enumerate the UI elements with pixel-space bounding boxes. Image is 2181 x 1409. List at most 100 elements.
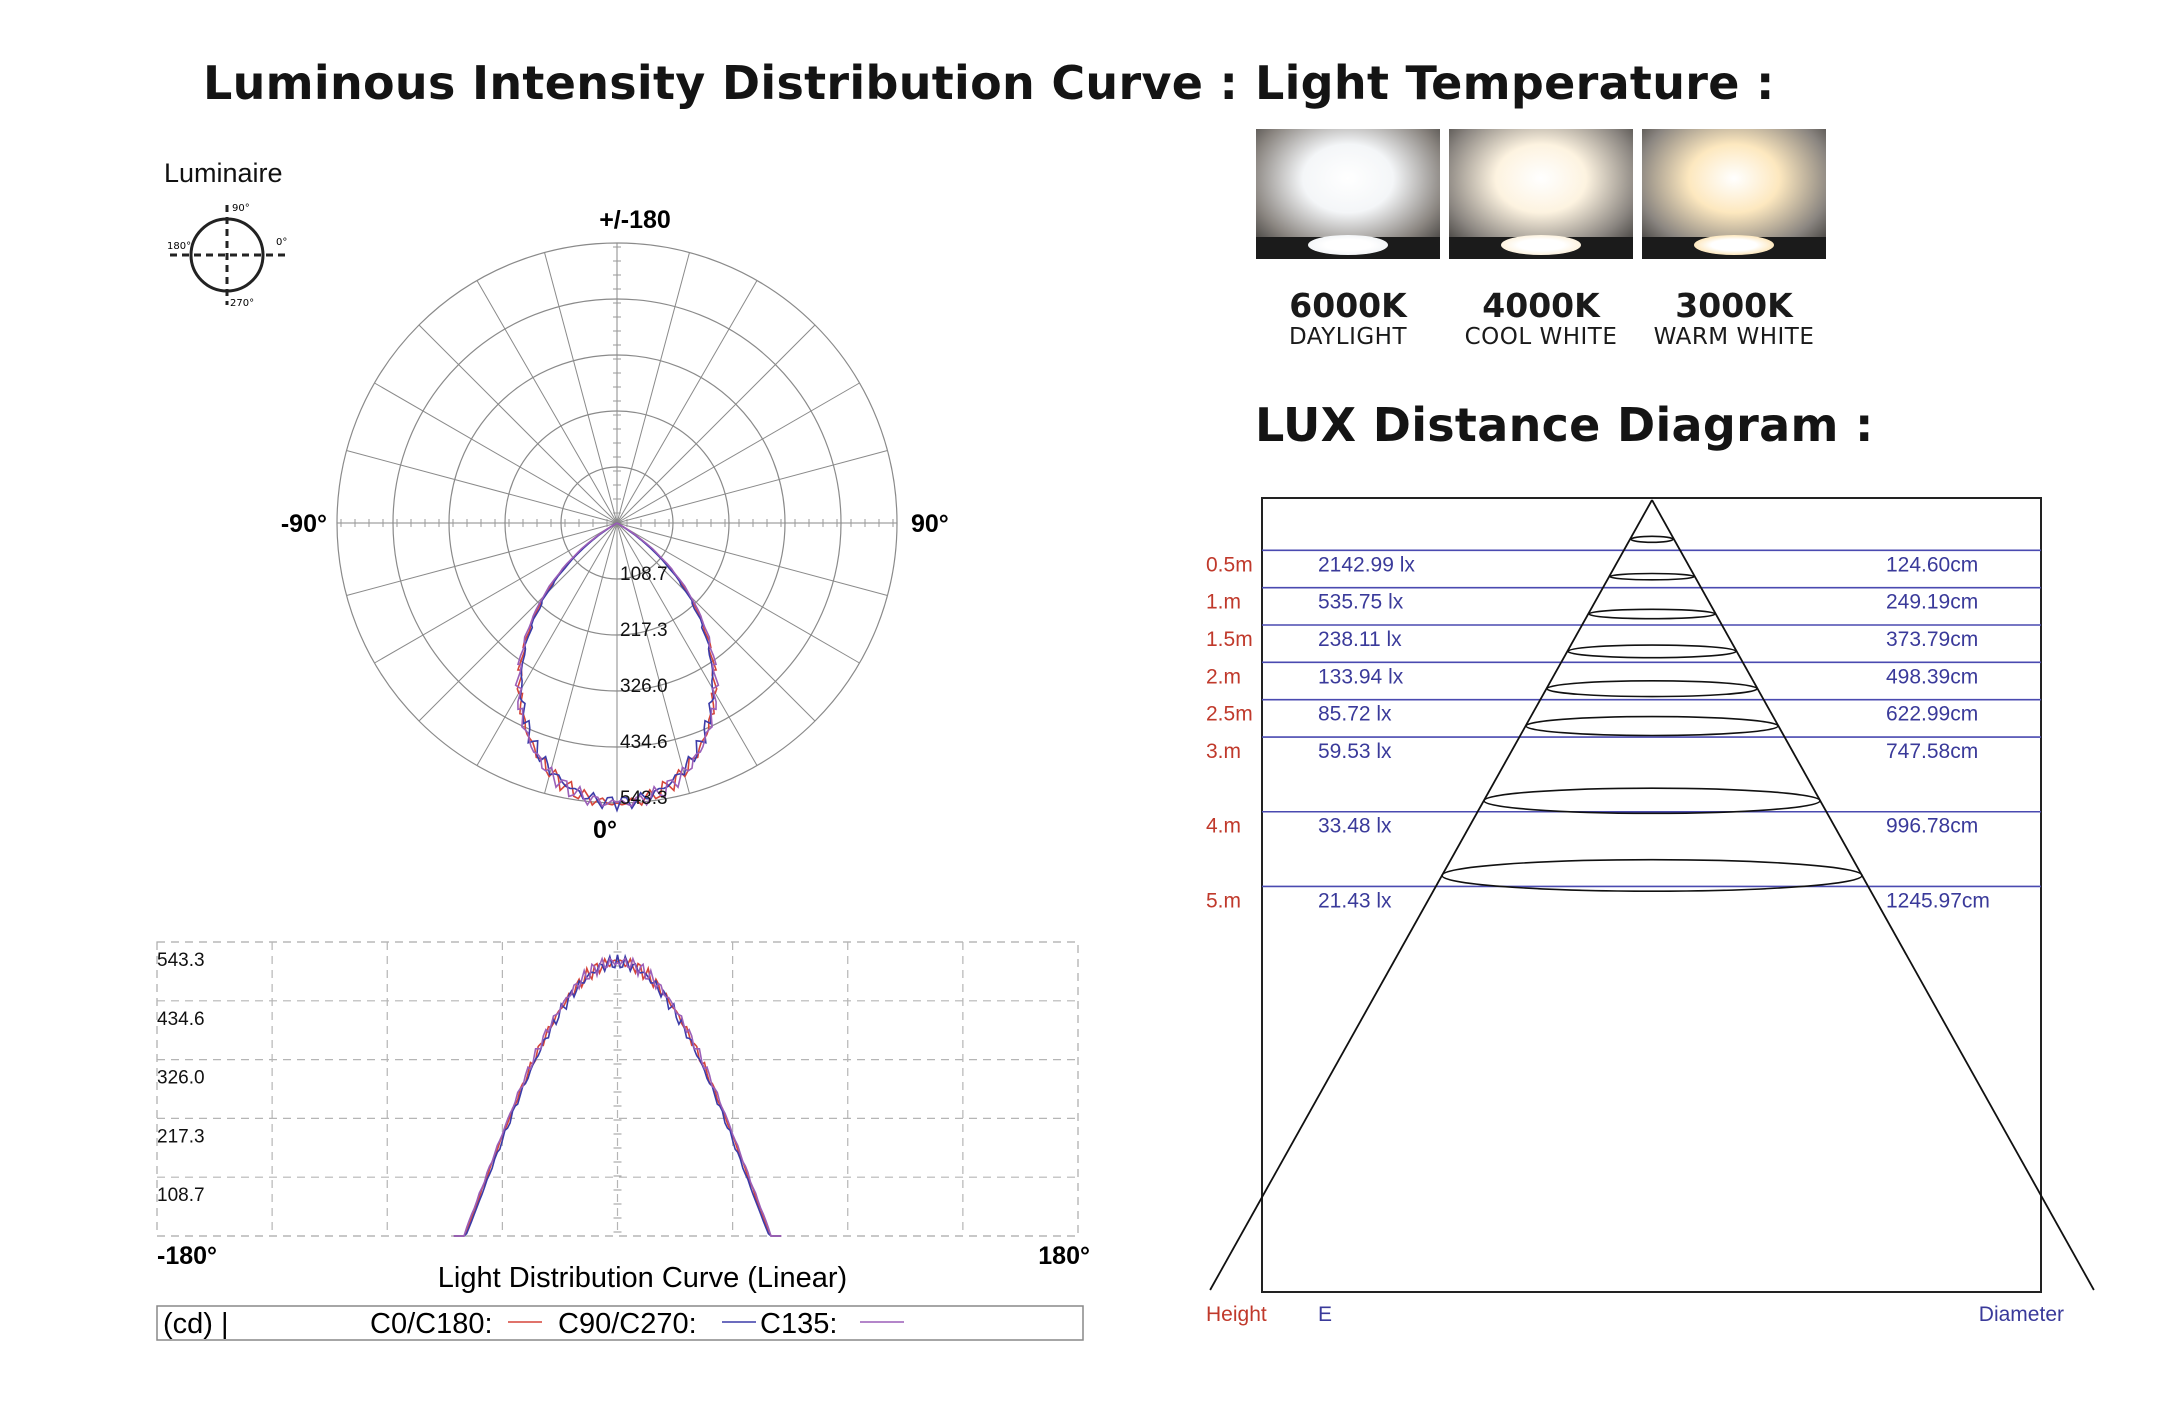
polar-spoke — [616, 450, 888, 524]
polar-spoke — [616, 324, 816, 524]
luminaire-angle-0: 0° — [276, 237, 287, 248]
linear-x-end: 180° — [1038, 1242, 1090, 1270]
intensity-heading: Luminous Intensity Distribution Curve : — [203, 56, 1239, 110]
lux-heading: LUX Distance Diagram : — [1255, 398, 1874, 452]
polar-spoke — [616, 522, 758, 766]
lux-beam-ellipse-1 — [1609, 572, 1695, 581]
lux-beam-ellipse-3 — [1567, 644, 1737, 659]
legend-entry-2: C135: — [760, 1308, 837, 1340]
lux-height-5: 3.m — [1206, 740, 1241, 763]
lux-value-6: 33.48 lx — [1318, 815, 1392, 838]
swatch-image-6000k — [1256, 129, 1440, 259]
linear-y-tick: 434.6 — [157, 1009, 205, 1030]
polar-bottom-label: 0° — [593, 816, 617, 844]
polar-spoke — [544, 522, 618, 794]
lux-height-4: 2.5m — [1206, 703, 1253, 726]
polar-spoke — [476, 280, 618, 524]
lux-beam-ellipse-6 — [1483, 787, 1821, 815]
polar-series-1 — [519, 522, 715, 813]
polar-spoke — [346, 450, 618, 524]
chart-legend: (cd) | C0/C180: C90/C270: C135: — [156, 1305, 1084, 1341]
lux-value-0: 2142.99 lx — [1318, 553, 1415, 576]
polar-radial-tick: 543.3 — [620, 788, 668, 809]
lux-diameter-7: 1245.97cm — [1886, 889, 1990, 912]
linear-series-1 — [453, 953, 782, 1237]
swatch-kelvin-1: 4000K — [1482, 286, 1600, 325]
polar-curves — [514, 522, 720, 813]
polar-spoke — [476, 522, 618, 766]
linear-title: Light Distribution Curve (Linear) — [438, 1262, 847, 1294]
polar-spoke — [616, 252, 690, 524]
luminaire-angle-270: 270° — [230, 298, 254, 309]
lux-rows: 0.5m 2142.99 lx 124.60cm 1.m 535.75 lx 249.19… — [1206, 549, 2041, 912]
lux-value-1: 535.75 lx — [1318, 591, 1404, 614]
lux-cone — [1209, 499, 2095, 1291]
lux-beam-ellipse-0 — [1630, 535, 1674, 544]
lux-cone-left — [1209, 499, 1653, 1291]
linear-distribution-chart: 543.3 434.6 326.0 217.3 108.7 -180° 180° Light … — [156, 941, 1090, 1294]
lux-value-5: 59.53 lx — [1318, 740, 1392, 763]
legend-unit: (cd) | — [163, 1308, 229, 1340]
polar-radial-tick: 434.6 — [620, 732, 668, 753]
polar-radial-tick: 217.3 — [620, 620, 668, 641]
lux-height-2: 1.5m — [1206, 628, 1253, 651]
lux-cone-right — [1651, 499, 2095, 1291]
polar-spoke — [346, 522, 618, 596]
swatch-name-1: COOL WHITE — [1464, 324, 1618, 350]
legend-entry-0: C0/C180: — [370, 1308, 493, 1340]
lux-value-7: 21.43 lx — [1318, 889, 1392, 912]
swatch-name-0: DAYLIGHT — [1288, 324, 1408, 350]
linear-y-tick: 543.3 — [157, 950, 205, 971]
luminaire-angle-90: 90° — [232, 203, 250, 214]
lux-distance-diagram: 0.5m 2142.99 lx 124.60cm 1.m 535.75 lx 249.19… — [1206, 497, 2095, 1326]
polar-spoke — [544, 252, 618, 524]
linear-x-start: -180° — [157, 1242, 217, 1270]
swatch-image-3000k — [1642, 129, 1826, 259]
polar-spoke — [616, 522, 690, 794]
lux-diameter-1: 249.19cm — [1886, 591, 1978, 614]
lux-beam-ellipse-4 — [1546, 680, 1758, 698]
polar-radial-tick: 108.7 — [620, 564, 668, 585]
swatch-kelvin-0: 6000K — [1289, 286, 1407, 325]
lux-height-3: 2.m — [1206, 665, 1241, 688]
lux-beam-ellipse-5 — [1525, 715, 1779, 737]
lux-diameter-3: 498.39cm — [1886, 665, 1978, 688]
polar-right-label: 90° — [911, 510, 949, 538]
lux-diameter-4: 622.99cm — [1886, 703, 1978, 726]
lux-value-2: 238.11 lx — [1318, 628, 1402, 651]
swatch-name-2: WARM WHITE — [1653, 324, 1815, 350]
linear-y-tick: 217.3 — [157, 1126, 205, 1147]
lux-value-3: 133.94 lx — [1318, 665, 1404, 688]
lux-diameter-2: 373.79cm — [1886, 628, 1978, 651]
polar-spoke — [616, 522, 860, 664]
polar-grid — [336, 242, 898, 804]
lux-col-height: Height — [1206, 1303, 1267, 1326]
polar-spoke — [616, 522, 816, 722]
polar-spoke — [616, 522, 888, 596]
polar-spoke — [374, 382, 618, 524]
lux-value-4: 85.72 lx — [1318, 703, 1392, 726]
lux-frame — [1261, 497, 2042, 1293]
lux-height-7: 5.m — [1206, 889, 1241, 912]
polar-radial-tick: 326.0 — [620, 676, 668, 697]
linear-y-tick: 108.7 — [157, 1185, 205, 1206]
lux-diameter-0: 124.60cm — [1886, 553, 1978, 576]
legend-entry-1: C90/C270: — [558, 1308, 697, 1340]
linear-frame — [156, 941, 1079, 1237]
polar-spoke — [418, 324, 618, 524]
polar-spoke — [374, 522, 618, 664]
lux-diameter-5: 747.58cm — [1886, 740, 1978, 763]
lux-height-6: 4.m — [1206, 815, 1241, 838]
polar-top-label: +/-180 — [599, 206, 671, 234]
swatch-image-4000k — [1449, 129, 1633, 259]
polar-series-2 — [514, 522, 720, 808]
lux-diameter-6: 996.78cm — [1886, 815, 1978, 838]
lux-beam-ellipse-2 — [1588, 608, 1716, 620]
polar-spoke — [616, 382, 860, 524]
polar-spoke — [418, 522, 618, 722]
swatch-kelvin-2: 3000K — [1675, 286, 1793, 325]
luminaire-label: Luminaire — [164, 158, 283, 188]
polar-labels: 108.7 217.3 326.0 434.6 543.3 +/-180 0° -90° 90° — [281, 206, 949, 844]
linear-y-tick: 326.0 — [157, 1068, 205, 1089]
